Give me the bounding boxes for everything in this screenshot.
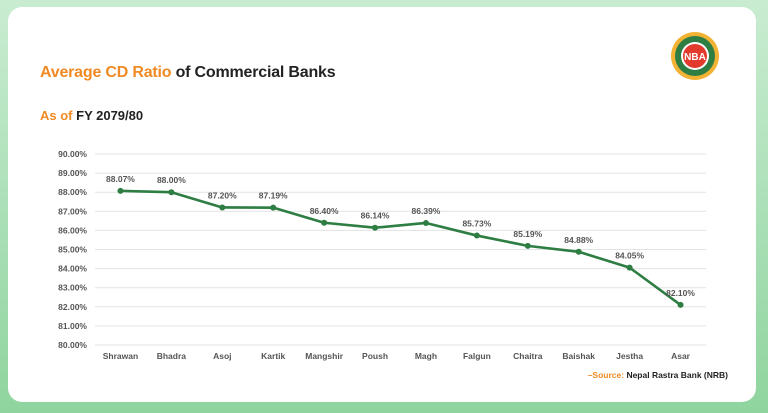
source-text: Nepal Rastra Bank (NRB) bbox=[626, 370, 728, 380]
chart-title: Average CD Ratio of Commercial Banks bbox=[40, 64, 336, 82]
source-note: –Source: Nepal Rastra Bank (NRB) bbox=[588, 370, 728, 380]
y-tick-label: 89.00% bbox=[58, 168, 87, 178]
data-point bbox=[270, 204, 277, 211]
y-tick-label: 82.00% bbox=[58, 302, 87, 312]
chart-subtitle: As of FY 2079/80 bbox=[40, 108, 143, 123]
subtitle-rest: FY 2079/80 bbox=[76, 108, 144, 123]
logo-text: NBA bbox=[684, 52, 706, 63]
data-label: 86.39% bbox=[412, 206, 441, 216]
x-tick-label: Poush bbox=[362, 351, 388, 361]
y-tick-label: 83.00% bbox=[58, 283, 87, 293]
x-tick-label: Falgun bbox=[463, 351, 491, 361]
x-tick-label: Mangshir bbox=[305, 351, 343, 361]
data-point bbox=[117, 187, 124, 194]
data-label: 86.40% bbox=[310, 206, 339, 216]
y-tick-label: 84.00% bbox=[58, 264, 87, 274]
data-label: 87.19% bbox=[259, 191, 288, 201]
x-tick-label: Baishak bbox=[562, 351, 595, 361]
data-point bbox=[372, 224, 379, 231]
data-point bbox=[677, 301, 684, 308]
y-tick-label: 85.00% bbox=[58, 245, 87, 255]
data-label: 85.19% bbox=[513, 229, 542, 239]
title-rest: of Commercial Banks bbox=[171, 64, 336, 81]
data-label: 84.05% bbox=[615, 251, 644, 261]
data-point bbox=[575, 248, 582, 255]
data-label: 85.73% bbox=[462, 219, 491, 229]
x-tick-label: Jestha bbox=[616, 351, 643, 361]
nba-logo-icon: NBA bbox=[671, 32, 719, 80]
x-tick-label: Asoj bbox=[213, 351, 231, 361]
data-point bbox=[626, 264, 633, 271]
x-axis: Shrawan Bhadra Asoj Kartik Mangshir Poush Magh… bbox=[103, 351, 691, 361]
y-tick-label: 81.00% bbox=[58, 321, 87, 331]
y-tick-label: 86.00% bbox=[58, 225, 87, 235]
y-tick-label: 87.00% bbox=[58, 206, 87, 216]
x-tick-label: Chaitra bbox=[513, 351, 543, 361]
x-tick-label: Asar bbox=[671, 351, 691, 361]
y-tick-label: 88.00% bbox=[58, 187, 87, 197]
data-label: 88.07% bbox=[106, 174, 135, 184]
data-label: 84.88% bbox=[564, 235, 593, 245]
y-tick-label: 90.00% bbox=[58, 149, 87, 159]
data-labels: 88.07% 88.00% 87.20% 87.19% 86.40% 86.14% 86.3… bbox=[106, 174, 695, 298]
data-point bbox=[524, 242, 531, 249]
y-axis: 80.00% 81.00% 82.00% 83.00% 84.00% 85.00% 86.0… bbox=[58, 149, 87, 350]
subtitle-accent: As of bbox=[40, 108, 77, 123]
data-point bbox=[168, 189, 175, 196]
data-point bbox=[321, 219, 328, 226]
title-accent: Average CD Ratio bbox=[40, 64, 172, 81]
x-tick-label: Shrawan bbox=[103, 351, 138, 361]
gridlines bbox=[95, 153, 706, 346]
data-label: 88.00% bbox=[157, 175, 186, 185]
data-label: 82.10% bbox=[666, 288, 695, 298]
series-line bbox=[120, 189, 682, 306]
data-point bbox=[422, 219, 429, 226]
slide-card bbox=[8, 7, 756, 402]
y-tick-label: 80.00% bbox=[58, 340, 87, 350]
series-plot bbox=[117, 187, 684, 308]
x-tick-label: Kartik bbox=[261, 351, 285, 361]
source-prefix: –Source: bbox=[587, 370, 627, 380]
x-tick-label: Bhadra bbox=[157, 351, 187, 361]
data-label: 86.14% bbox=[361, 211, 390, 221]
data-label: 87.20% bbox=[208, 190, 237, 200]
x-tick-label: Magh bbox=[415, 351, 437, 361]
data-point bbox=[219, 204, 226, 211]
data-point bbox=[473, 232, 480, 239]
